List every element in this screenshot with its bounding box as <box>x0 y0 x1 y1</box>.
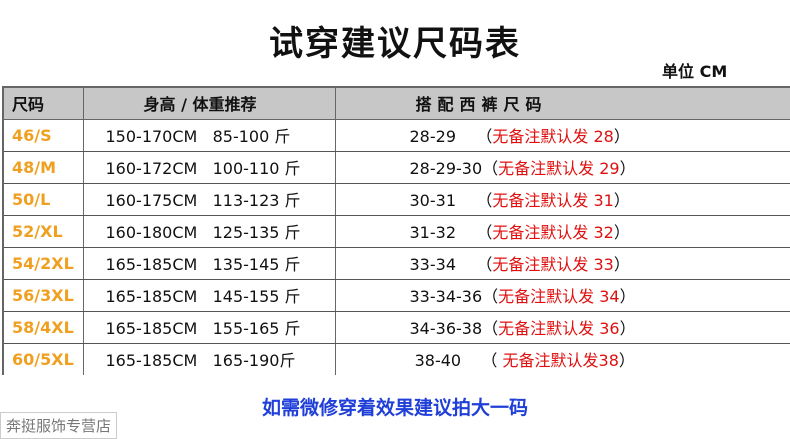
default-note: 无备注默认发 28 <box>492 127 614 146</box>
note-open: （ <box>456 255 493 274</box>
size-cell: 46/S <box>2 119 84 152</box>
unit-label: 单位 CM <box>662 62 728 81</box>
pants-range: 33-34-36 <box>409 287 483 306</box>
pants-size-cell: 33-34-36（无备注默认发 34） <box>335 279 790 312</box>
table-row: 56/3XL 165-185CM 145-155 斤 33-34-36（无备注默… <box>2 279 790 312</box>
pants-range: 38-40 <box>409 351 462 371</box>
pants-size-cell: 28-29-30（无备注默认发 29） <box>335 151 790 184</box>
note-close: ） <box>613 255 630 274</box>
pants-size-cell: 31-32 （无备注默认发 32） <box>335 215 790 248</box>
pants-size-cell: 34-36-38（无备注默认发 36） <box>335 311 790 344</box>
store-watermark: 奔挺服饰专营店 <box>0 412 118 439</box>
default-note: 无备注默认发 33 <box>492 255 614 274</box>
height-weight-cell: 160-172CM 100-110 斤 <box>83 151 336 184</box>
size-cell: 54/2XL <box>2 247 84 280</box>
note-open: （ <box>456 223 493 242</box>
default-note: 无备注默认发 36 <box>498 319 620 338</box>
table-row: 58/4XL 165-185CM 155-165 斤 34-36-38（无备注默… <box>2 311 790 344</box>
default-note: 无备注默认发 32 <box>492 223 614 242</box>
pants-size-cell: 33-34 （无备注默认发 33） <box>335 247 790 280</box>
header-pants-size: 搭配西裤尺码 <box>335 86 790 120</box>
table-row: 46/S 150-170CM 85-100 斤 28-29 （无备注默认发 28… <box>2 119 790 152</box>
table-row: 60/5XL 165-185CM 165-190斤 38-40 （ 无备注默认发… <box>2 343 790 375</box>
note-open: （ <box>456 191 493 210</box>
size-cell: 60/5XL <box>2 343 84 375</box>
height-weight-cell: 160-175CM 113-123 斤 <box>83 183 336 216</box>
pants-size-cell: 30-31 （无备注默认发 31） <box>335 183 790 216</box>
pants-range: 30-31 <box>409 191 457 210</box>
default-note: 无备注默认发38 <box>502 351 619 371</box>
height-weight-cell: 165-185CM 145-155 斤 <box>83 279 336 312</box>
header-size: 尺码 <box>2 86 84 120</box>
table-row: 48/M 160-172CM 100-110 斤 28-29-30（无备注默认发… <box>2 151 790 184</box>
page-title: 试穿建议尺码表 <box>269 24 521 64</box>
note-close: ） <box>613 191 630 210</box>
note-open: （ <box>461 351 503 371</box>
height-weight-cell: 165-185CM 165-190斤 <box>83 343 336 375</box>
height-weight-cell: 165-185CM 135-145 斤 <box>83 247 336 280</box>
pants-range: 28-29 <box>409 127 457 146</box>
note-close: ） <box>613 127 630 146</box>
size-cell: 50/L <box>2 183 84 216</box>
header-height-weight: 身高 / 体重推荐 <box>83 86 336 120</box>
note-close: ） <box>619 159 636 178</box>
pants-size-cell: 28-29 （无备注默认发 28） <box>335 119 790 152</box>
note-close: ） <box>613 223 630 242</box>
height-weight-cell: 165-185CM 155-165 斤 <box>83 311 336 344</box>
size-cell: 48/M <box>2 151 84 184</box>
note-open: （ <box>482 159 499 178</box>
default-note: 无备注默认发 34 <box>498 287 620 306</box>
size-cell: 56/3XL <box>2 279 84 312</box>
pants-range: 28-29-30 <box>409 159 483 178</box>
note-open: （ <box>482 319 499 338</box>
height-weight-cell: 160-180CM 125-135 斤 <box>83 215 336 248</box>
note-open: （ <box>456 127 493 146</box>
table-header: 尺码 身高 / 体重推荐 搭配西裤尺码 <box>2 86 790 120</box>
size-cell: 52/XL <box>2 215 84 248</box>
note-close: ） <box>618 351 635 371</box>
note-close: ） <box>619 287 636 306</box>
size-table: 尺码 身高 / 体重推荐 搭配西裤尺码 46/S 150-170CM 85-10… <box>2 86 790 375</box>
default-note: 无备注默认发 29 <box>498 159 620 178</box>
table-row: 52/XL 160-180CM 125-135 斤 31-32 （无备注默认发 … <box>2 215 790 248</box>
pants-size-cell: 38-40 （ 无备注默认发38） <box>335 343 790 375</box>
footer-note: 如需微修穿着效果建议拍大一码 <box>261 397 528 419</box>
note-close: ） <box>619 319 636 338</box>
height-weight-cell: 150-170CM 85-100 斤 <box>83 119 336 152</box>
pants-range: 34-36-38 <box>409 319 483 338</box>
pants-range: 33-34 <box>409 255 457 274</box>
table-row: 50/L 160-175CM 113-123 斤 30-31 （无备注默认发 3… <box>2 183 790 216</box>
table-row: 54/2XL 165-185CM 135-145 斤 33-34 （无备注默认发… <box>2 247 790 280</box>
note-open: （ <box>482 287 499 306</box>
default-note: 无备注默认发 31 <box>492 191 614 210</box>
size-cell: 58/4XL <box>2 311 84 344</box>
pants-range: 31-32 <box>409 223 457 242</box>
